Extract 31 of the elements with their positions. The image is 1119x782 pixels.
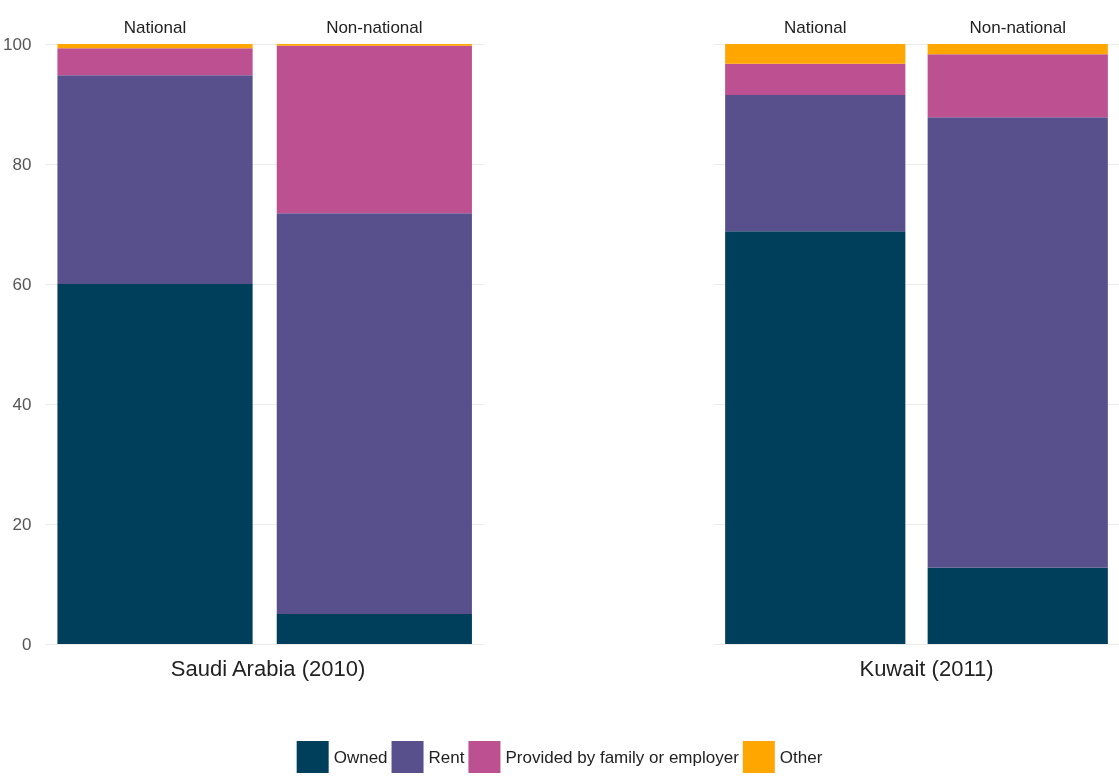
x-tick-label: National <box>123 18 187 37</box>
bar <box>927 567 1108 644</box>
y-tick-label: 40 <box>12 394 32 414</box>
bar <box>57 48 253 76</box>
legend-label: Rent <box>428 747 465 767</box>
x-axis-title: Saudi Arabia (2010) <box>170 655 366 681</box>
y-tick-label: 20 <box>12 514 32 534</box>
bar <box>276 213 472 614</box>
legend-label: Provided by family or employer <box>505 747 740 767</box>
y-tick-label: 100 <box>2 34 32 54</box>
bar <box>57 44 253 49</box>
y-tick-label: 0 <box>21 634 32 654</box>
x-axis-title: Kuwait (2011) <box>859 655 994 681</box>
bar <box>725 44 906 64</box>
x-tick-label: National <box>784 18 847 37</box>
bar <box>725 231 906 644</box>
bar <box>725 63 906 95</box>
bar <box>57 75 253 284</box>
y-tick-label: 60 <box>12 274 32 294</box>
bar <box>927 54 1108 118</box>
bar <box>57 284 253 644</box>
bar <box>927 117 1108 568</box>
y-tick-label: 80 <box>12 154 32 174</box>
legend-label: Owned <box>333 747 388 767</box>
bar <box>725 95 906 232</box>
x-tick-label: Non-national <box>969 18 1066 37</box>
bar <box>276 614 472 644</box>
legend-label: Other <box>779 747 823 767</box>
bar <box>927 44 1108 55</box>
bar <box>276 45 472 214</box>
x-tick-label: Non-national <box>326 18 423 37</box>
